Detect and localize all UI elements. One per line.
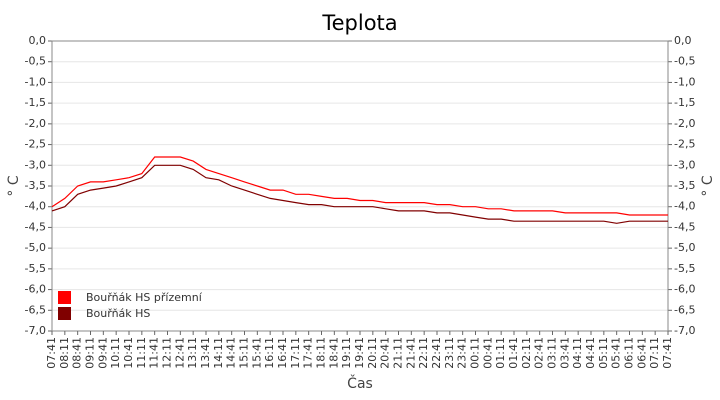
- x-tick-label: 18:11: [315, 337, 328, 369]
- y2-tick-label: -1,5: [674, 96, 695, 109]
- x-tick-label: 17:11: [289, 337, 302, 369]
- x-tick-label: 09:11: [84, 337, 97, 369]
- x-tick-label: 04:41: [584, 337, 597, 369]
- x-tick-label: 10:41: [122, 337, 135, 369]
- x-axis-label: Čas: [347, 374, 373, 392]
- y-tick-label: -1,0: [25, 75, 46, 88]
- y2-tick-label: -3,5: [674, 179, 695, 192]
- x-tick-label: 19:41: [353, 337, 366, 369]
- x-tick-label: 12:41: [173, 337, 186, 369]
- y-tick-label: -5,0: [25, 241, 46, 254]
- x-tick-label: 21:41: [404, 337, 417, 369]
- y2-tick-label: -5,0: [674, 241, 695, 254]
- y-tick-label: -7,0: [25, 324, 46, 337]
- x-tick-label: 15:41: [250, 337, 263, 369]
- series-line: [51, 156, 668, 216]
- x-tick-label: 17:41: [302, 337, 315, 369]
- x-tick-label: 02:11: [520, 337, 533, 369]
- y2-tick-label: -2,0: [674, 117, 695, 130]
- x-tick-label: 09:41: [96, 337, 109, 369]
- legend-swatch: [58, 307, 71, 320]
- x-tick-label: 23:41: [456, 337, 469, 369]
- x-tick-label: 10:11: [109, 337, 122, 369]
- y2-tick-label: -5,5: [674, 262, 695, 275]
- x-tick-label: 01:11: [494, 337, 507, 369]
- x-tick-label: 08:41: [71, 337, 84, 369]
- x-tick-label: 06:41: [635, 337, 648, 369]
- x-tick-label: 16:41: [276, 337, 289, 369]
- y-tick-label: -2,0: [25, 117, 46, 130]
- legend-label: Bouřňák HS: [86, 307, 150, 320]
- y2-tick-label: -7,0: [674, 324, 695, 337]
- y2-tick-label: -1,0: [674, 75, 695, 88]
- x-tick-label: 13:41: [199, 337, 212, 369]
- y-tick-label: -1,5: [25, 96, 46, 109]
- y-tick-label: -5,5: [25, 262, 46, 275]
- x-tick-label: 13:11: [186, 337, 199, 369]
- x-tick-label: 23:11: [443, 337, 456, 369]
- y-tick-label: -4,5: [25, 220, 46, 233]
- x-tick-label: 02:41: [533, 337, 546, 369]
- x-tick-label: 06:11: [623, 337, 636, 369]
- x-tick-label: 00:11: [469, 337, 482, 369]
- x-tick-label: 05:11: [597, 337, 610, 369]
- x-tick-label: 20:41: [379, 337, 392, 369]
- legend-swatch: [58, 291, 71, 304]
- y2-tick-label: -4,5: [674, 220, 695, 233]
- y2-tick-label: 0,0: [674, 34, 692, 47]
- y-tick-label: -0,5: [25, 55, 46, 68]
- legend-label: Bouřňák HS přízemní: [86, 291, 203, 304]
- y2-tick-label: -2,5: [674, 138, 695, 151]
- x-tick-label: 14:41: [225, 337, 238, 369]
- x-tick-label: 07:11: [648, 337, 661, 369]
- x-tick-label: 07:41: [661, 337, 674, 369]
- x-tick-label: 22:11: [417, 337, 430, 369]
- y2-tick-label: -4,0: [674, 200, 695, 213]
- y-tick-label: -4,0: [25, 200, 46, 213]
- x-tick-label: 16:11: [263, 337, 276, 369]
- x-tick-label: 00:41: [481, 337, 494, 369]
- y-tick-label: -2,5: [25, 138, 46, 151]
- x-tick-label: 21:11: [392, 337, 405, 369]
- x-tick-label: 03:41: [558, 337, 571, 369]
- x-tick-label: 18:41: [327, 337, 340, 369]
- x-tick-label: 12:11: [161, 337, 174, 369]
- y-tick-label: -6,0: [25, 283, 46, 296]
- x-tick-label: 04:11: [571, 337, 584, 369]
- y-tick-label: 0,0: [29, 34, 47, 47]
- x-tick-label: 05:41: [610, 337, 623, 369]
- y-tick-label: -3,5: [25, 179, 46, 192]
- x-tick-label: 22:41: [430, 337, 443, 369]
- x-tick-label: 11:11: [135, 337, 148, 369]
- x-tick-label: 15:11: [238, 337, 251, 369]
- y2-axis-label: ° C: [700, 175, 716, 196]
- y-axis-label: ° C: [6, 175, 22, 196]
- x-tick-label: 01:41: [507, 337, 520, 369]
- x-tick-label: 14:11: [212, 337, 225, 369]
- y2-tick-label: -3,0: [674, 158, 695, 171]
- y-tick-label: -6,5: [25, 303, 46, 316]
- y2-tick-label: -6,0: [674, 283, 695, 296]
- x-tick-label: 07:41: [45, 337, 58, 369]
- x-tick-label: 03:11: [546, 337, 559, 369]
- x-tick-label: 19:11: [340, 337, 353, 369]
- y-tick-label: -3,0: [25, 158, 46, 171]
- x-tick-label: 08:11: [58, 337, 71, 369]
- y2-tick-label: -6,5: [674, 303, 695, 316]
- x-tick-label: 20:11: [366, 337, 379, 369]
- x-tick-label: 11:41: [148, 337, 161, 369]
- series-line: [51, 164, 668, 224]
- chart-title: Teplota: [321, 11, 397, 35]
- y2-tick-label: -0,5: [674, 55, 695, 68]
